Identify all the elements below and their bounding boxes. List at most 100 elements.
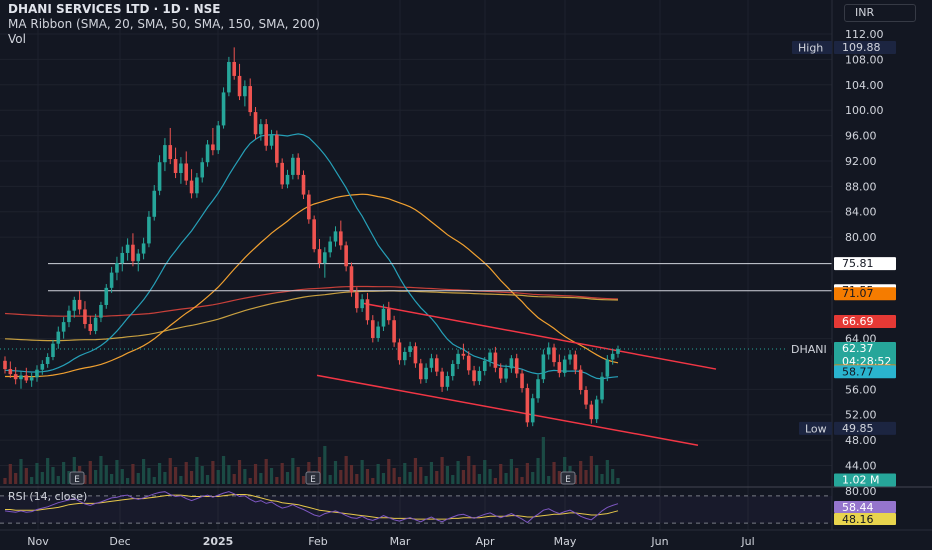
candle-body xyxy=(45,357,50,364)
candle-body xyxy=(296,157,300,175)
volume-bar xyxy=(467,456,471,484)
candle xyxy=(418,358,423,384)
volume-bar xyxy=(344,456,348,484)
candle xyxy=(280,158,284,189)
rsi-label-yellow xyxy=(834,513,896,525)
candle xyxy=(269,129,274,150)
candle-body xyxy=(472,370,476,382)
candle xyxy=(504,364,508,383)
candle xyxy=(600,372,604,404)
volume-bar xyxy=(403,463,407,484)
volume-bar xyxy=(280,463,284,484)
volume-bar xyxy=(35,463,39,484)
volume-bar xyxy=(493,478,497,484)
candle xyxy=(307,190,311,224)
candle-body xyxy=(205,144,210,163)
candle-body xyxy=(317,249,322,264)
volume-bar xyxy=(541,437,545,484)
candle xyxy=(440,367,444,392)
candle-body xyxy=(232,61,237,76)
candle-body xyxy=(307,194,311,220)
rsi-label-yellow-text: 48.16 xyxy=(842,513,874,526)
candle xyxy=(323,247,327,278)
volume-bar xyxy=(248,478,252,484)
volume-bar xyxy=(328,475,332,484)
candle xyxy=(477,366,482,385)
volume-legend[interactable]: Vol xyxy=(8,32,26,46)
candle xyxy=(173,147,178,179)
candle xyxy=(152,185,157,221)
rsi-tick-label: 80.00 xyxy=(845,485,877,498)
candle xyxy=(594,395,599,423)
candle xyxy=(291,153,295,180)
candle xyxy=(541,349,546,384)
candle xyxy=(584,386,588,410)
candle-body xyxy=(280,162,284,185)
candle xyxy=(296,153,300,180)
currency-button[interactable]: INR xyxy=(844,4,916,22)
ma-ribbon-legend[interactable]: MA Ribbon (SMA, 20, SMA, 50, SMA, 150, S… xyxy=(8,17,320,31)
symbol-title[interactable]: DHANI SERVICES LTD · 1D · NSE xyxy=(8,2,221,16)
price-label-sma200 xyxy=(834,287,896,301)
candle xyxy=(88,315,93,335)
candle-body xyxy=(371,320,375,338)
candle xyxy=(493,346,498,373)
volume-bar xyxy=(120,469,124,484)
volume-bar xyxy=(499,464,503,484)
candle xyxy=(200,157,205,183)
rsi-legend[interactable]: RSI (14, close) xyxy=(8,490,88,503)
y-tick-label: 96.00 xyxy=(845,130,877,143)
channel-upper-line xyxy=(361,302,717,370)
candle xyxy=(227,56,231,97)
volume-bar xyxy=(30,477,34,484)
candle xyxy=(333,226,338,247)
earnings-marker-label: E xyxy=(310,475,316,485)
price-label-level-75 xyxy=(834,257,896,271)
candle-body xyxy=(168,145,173,160)
volume-bar xyxy=(333,461,338,484)
candle xyxy=(72,296,77,318)
candle-body xyxy=(323,252,327,264)
candle-body xyxy=(536,379,540,399)
sma50-line xyxy=(5,193,619,378)
candle-body xyxy=(136,253,141,262)
candle-body xyxy=(392,320,396,343)
price-caption-low-text: Low xyxy=(805,422,827,435)
y-tick-label: 104.00 xyxy=(845,79,884,92)
volume-bar xyxy=(413,458,418,484)
sma200-line xyxy=(4,285,619,317)
volume-bar xyxy=(589,456,593,484)
volume-bar xyxy=(557,471,561,484)
candle xyxy=(605,355,610,382)
candle-body xyxy=(339,231,343,246)
candle-body xyxy=(109,272,114,288)
candle-body xyxy=(402,351,407,361)
volume-bar xyxy=(488,469,492,484)
x-tick-label: Jun xyxy=(650,535,668,548)
volume-bar xyxy=(365,469,370,484)
candle-body xyxy=(259,124,263,135)
price-label-volume-text: 1.02 M xyxy=(842,474,879,487)
volume-bar xyxy=(579,461,583,484)
volume-bar xyxy=(131,464,135,484)
volume-bar xyxy=(46,458,50,484)
candle-body xyxy=(381,308,386,327)
candle xyxy=(520,369,524,393)
candle-body xyxy=(578,369,583,391)
volume-bar xyxy=(285,472,290,484)
candle-body xyxy=(434,358,439,372)
candle-body xyxy=(514,358,519,374)
candle xyxy=(67,305,71,328)
volume-bar xyxy=(424,476,428,484)
candle xyxy=(115,256,119,281)
candle-body xyxy=(525,388,530,423)
price-label-high xyxy=(834,41,896,54)
candle-body xyxy=(605,359,610,377)
candle-body xyxy=(397,342,402,361)
volume-bar xyxy=(381,473,386,484)
candle xyxy=(339,220,343,250)
candle-body xyxy=(504,368,508,379)
candle-body xyxy=(179,163,183,174)
candle-body xyxy=(248,86,252,113)
